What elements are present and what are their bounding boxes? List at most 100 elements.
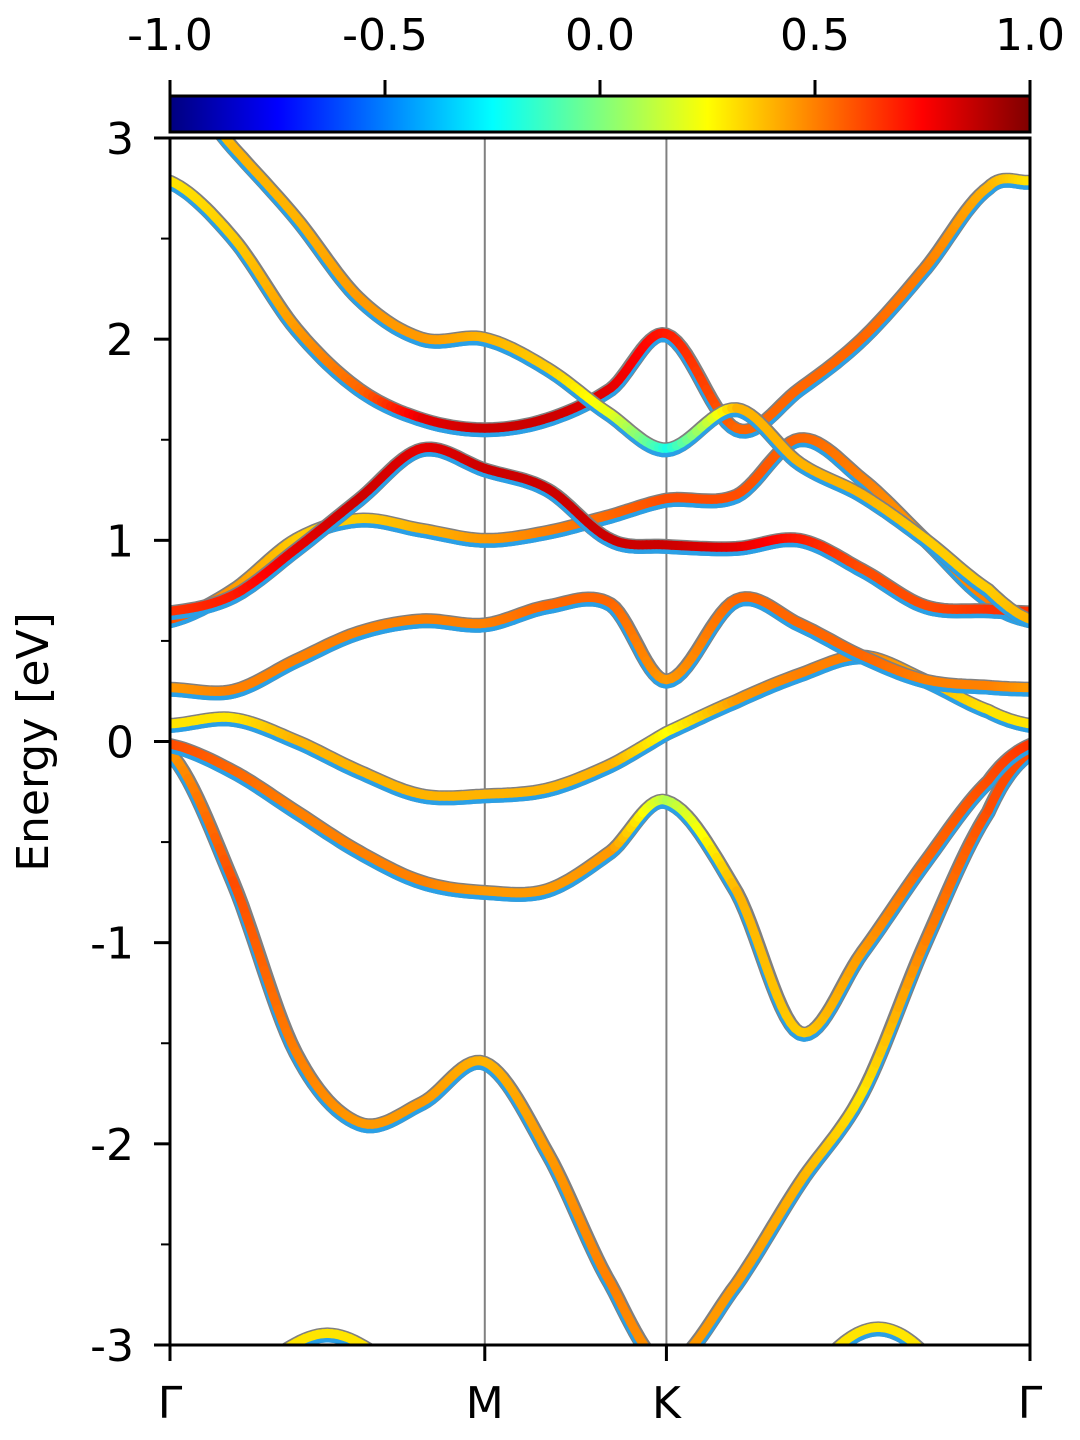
colorbar-tick-label: 0.5 — [780, 10, 850, 61]
band-segment — [963, 1413, 966, 1418]
band-segment — [217, 1391, 224, 1396]
band-segment — [942, 1378, 945, 1384]
band-segment — [914, 1342, 924, 1345]
band-segment — [807, 1384, 810, 1390]
band-segment — [449, 1421, 454, 1424]
y-tick-label: 1 — [106, 516, 134, 567]
band-segment — [831, 1350, 834, 1353]
band-outline — [280, 1327, 375, 1345]
band-2 — [170, 738, 1030, 1042]
band-segment — [818, 1367, 821, 1373]
band-segment — [278, 1351, 283, 1354]
band-segment — [659, 1361, 663, 1363]
y-tick-label: 2 — [106, 315, 134, 366]
band-segment — [926, 1354, 929, 1358]
x-tick-label: Γ — [1018, 1378, 1043, 1429]
band-segment — [283, 1343, 291, 1345]
band-segment — [184, 1415, 191, 1419]
band-9 — [184, 1327, 454, 1424]
band-segment — [431, 1406, 436, 1411]
band-segment — [922, 1350, 925, 1353]
band-segment — [828, 1354, 831, 1358]
band-segment — [440, 1415, 445, 1419]
band-segment — [269, 1357, 274, 1360]
band-segment — [932, 1362, 935, 1367]
band-segment — [364, 1343, 372, 1345]
y-axis-ticks: 3 2 1 0 -1 -2 -3 — [90, 114, 170, 1372]
band-segment — [791, 1413, 794, 1418]
y-tick-label: 3 — [106, 114, 134, 165]
band-segment — [655, 1358, 659, 1361]
band-segment — [251, 1367, 258, 1371]
band-segment — [224, 1385, 231, 1390]
band-segment — [787, 1417, 790, 1421]
y-axis-title: Energy [eV] — [8, 612, 59, 872]
band-segment — [644, 1344, 649, 1345]
band-segment — [408, 1380, 413, 1385]
colorbar-ticks: -1.0 -0.5 0.0 0.5 1.0 — [127, 10, 1065, 96]
band-10 — [784, 1321, 972, 1424]
band-segment — [435, 1410, 440, 1414]
colorbar-tick-label: -1.0 — [127, 10, 213, 61]
colorbar: -1.0 -0.5 0.0 0.5 1.0 — [127, 10, 1065, 134]
band-segment — [422, 1396, 427, 1401]
band-segment — [946, 1384, 949, 1390]
band-segment — [258, 1364, 265, 1368]
band-segment — [671, 1361, 676, 1363]
band-segment — [204, 1401, 211, 1406]
band-outline — [830, 1321, 926, 1345]
band-segment — [404, 1376, 409, 1381]
band-segment — [413, 1385, 418, 1390]
colorbar-tick-label: -0.5 — [342, 10, 428, 61]
band-segment — [264, 1360, 269, 1363]
band-segment — [231, 1380, 238, 1385]
band-segment — [273, 1354, 278, 1357]
band-segment — [814, 1373, 817, 1379]
band-segment — [381, 1357, 386, 1360]
band-4 — [170, 591, 1030, 701]
band-edge — [287, 1331, 368, 1345]
band-segment — [956, 1402, 959, 1408]
x-tick-label: K — [652, 1378, 682, 1429]
band-segment — [444, 1418, 449, 1421]
band-segment — [662, 1363, 666, 1364]
band-segment — [377, 1354, 382, 1357]
y-tick-label: 0 — [106, 718, 134, 769]
band-segment — [417, 1391, 422, 1396]
band-segment — [170, 76, 175, 79]
band-segment — [211, 1396, 218, 1401]
band-segment — [797, 1402, 800, 1408]
band-segment — [372, 1351, 377, 1354]
y-tick-label: -2 — [90, 1120, 134, 1171]
band-segment — [953, 1396, 956, 1402]
band-segment — [959, 1408, 962, 1413]
colorbar-tick-label: 1.0 — [995, 10, 1065, 61]
band-segment — [794, 1408, 797, 1413]
band-segment — [939, 1373, 942, 1379]
band-segment — [190, 1410, 197, 1414]
x-tick-label: Γ — [158, 1378, 183, 1429]
band-segment — [386, 1360, 391, 1363]
band-segment — [426, 1401, 431, 1406]
band-segment — [651, 1354, 655, 1358]
band-segment — [801, 1396, 804, 1402]
band-segment — [197, 1406, 204, 1411]
band-7 — [170, 172, 1030, 439]
band-segment — [395, 1367, 400, 1371]
band-segment — [244, 1371, 251, 1375]
band-segment — [929, 1357, 932, 1362]
band-segment — [949, 1390, 952, 1396]
plot-area: 3 2 1 0 -1 -2 -3 Γ M K Γ — [90, 76, 1043, 1429]
band-segment — [390, 1364, 394, 1368]
band-8 — [170, 76, 1030, 629]
band-1 — [170, 746, 1030, 1364]
bands — [170, 76, 1030, 1424]
band-segment — [969, 1421, 972, 1424]
band-segment — [784, 1421, 787, 1424]
band-segment — [399, 1371, 404, 1375]
band-segment — [682, 1353, 687, 1358]
band-segment — [824, 1357, 827, 1362]
band-segment — [676, 1357, 681, 1360]
